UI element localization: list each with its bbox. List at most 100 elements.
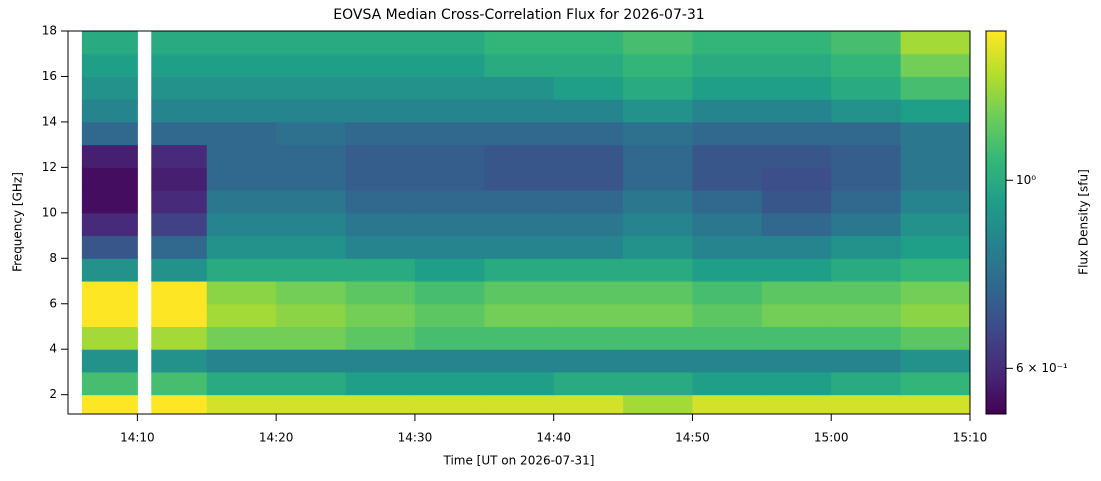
heatmap-cell <box>414 144 485 168</box>
heatmap-cell <box>623 394 693 415</box>
colorbar-segment <box>986 299 1006 303</box>
colorbar-segment <box>986 276 1006 281</box>
heatmap-cell <box>900 212 971 237</box>
colorbar-segment <box>986 190 1006 195</box>
colorbar-segment <box>986 107 1006 112</box>
heatmap-cell <box>623 167 693 191</box>
heatmap-cell <box>484 99 555 123</box>
heatmap-cell <box>276 303 347 327</box>
heatmap-cell <box>206 303 277 327</box>
heatmap-cell <box>206 349 277 373</box>
y-axis-label: Frequency [GHz] <box>11 172 25 272</box>
heatmap-cell <box>553 53 624 77</box>
y-tick-label: 10 <box>42 205 57 219</box>
colorbar-segment <box>986 353 1006 358</box>
heatmap-cell <box>831 212 902 237</box>
colorbar-tick-label: 6 × 10⁻¹ <box>1016 361 1068 375</box>
colorbar-segment <box>986 145 1006 150</box>
colorbar-segment <box>986 346 1006 351</box>
heatmap-cell <box>900 235 971 259</box>
heatmap-cell <box>345 121 416 146</box>
colorbar-label: Flux Density [sfu] <box>1077 169 1091 275</box>
colorbar-segment <box>986 152 1006 156</box>
colorbar-segment <box>986 31 1006 35</box>
heatmap-cell <box>831 190 902 214</box>
colorbar-segment <box>986 401 1006 405</box>
heatmap-cell <box>692 31 763 55</box>
colorbar-segment <box>986 174 1006 179</box>
heatmap-cell <box>81 349 138 373</box>
colorbar-segment <box>986 72 1006 77</box>
heatmap-cell <box>151 281 208 305</box>
y-tick-label: 16 <box>42 69 57 83</box>
colorbar-segment <box>986 311 1006 316</box>
heatmap-cell <box>151 258 208 282</box>
heatmap-cell <box>692 76 763 100</box>
colorbar-segment <box>986 78 1006 83</box>
heatmap-cell <box>484 349 555 373</box>
colorbar-segment <box>986 117 1006 121</box>
heatmap-cell <box>414 53 485 77</box>
colorbar-segment <box>986 289 1006 294</box>
heatmap-cell <box>151 303 208 327</box>
heatmap-cell <box>81 371 138 396</box>
heatmap-cell <box>484 235 555 259</box>
colorbar-segment <box>986 292 1006 297</box>
colorbar-segment <box>986 113 1006 118</box>
heatmap-cell <box>900 258 971 282</box>
heatmap-cell <box>345 190 416 214</box>
colorbar-segment <box>986 139 1006 144</box>
heatmap-cell <box>900 371 971 396</box>
colorbar-segment <box>986 372 1006 377</box>
heatmap-cell <box>484 212 555 237</box>
colorbar-segment <box>986 184 1006 188</box>
heatmap-cell <box>414 212 485 237</box>
colorbar-segment <box>986 251 1006 255</box>
heatmap-cell <box>831 144 902 168</box>
heatmap-cell <box>553 121 624 146</box>
colorbar-segment <box>986 34 1006 38</box>
heatmap-cell <box>276 394 347 415</box>
heatmap-cell <box>276 99 347 123</box>
heatmap-cell <box>206 394 277 415</box>
colorbar-segment <box>986 165 1006 169</box>
heatmap-cell <box>81 76 138 100</box>
heatmap-cell <box>345 394 416 415</box>
colorbar-segment <box>986 324 1006 329</box>
colorbar-segment <box>986 260 1006 265</box>
colorbar-segment <box>986 69 1006 73</box>
heatmap-cell <box>276 76 347 100</box>
heatmap-cell <box>761 190 832 214</box>
colorbar-segment <box>986 362 1006 367</box>
heatmap-cell <box>692 212 763 237</box>
colorbar-segment <box>986 136 1006 141</box>
heatmap-cell <box>761 281 832 305</box>
heatmap-cell <box>151 326 208 350</box>
heatmap-cell <box>761 303 832 327</box>
heatmap-cell <box>761 349 832 373</box>
heatmap-cell <box>151 53 208 77</box>
x-tick-label: 14:50 <box>675 431 710 445</box>
heatmap-cell <box>900 281 971 305</box>
colorbar-segment <box>986 388 1006 393</box>
x-tick-label: 15:00 <box>814 431 849 445</box>
heatmap-cell <box>623 281 693 305</box>
heatmap-cell <box>484 121 555 146</box>
heatmap-cell <box>831 394 902 415</box>
heatmap-cell <box>761 76 832 100</box>
heatmap-cell <box>345 76 416 100</box>
heatmap-cell <box>761 53 832 77</box>
heatmap-cell <box>553 349 624 373</box>
colorbar-segment <box>986 177 1006 182</box>
heatmap-cell <box>206 121 277 146</box>
heatmap-cell <box>623 144 693 168</box>
colorbar-segment <box>986 37 1006 42</box>
colorbar-segment <box>986 270 1006 275</box>
colorbar-segment <box>986 59 1006 64</box>
heatmap-cell <box>831 235 902 259</box>
colorbar-segment <box>986 334 1006 338</box>
colorbar-segment <box>986 75 1006 80</box>
heatmap-cell <box>761 144 832 168</box>
y-tick-label: 18 <box>42 24 57 38</box>
chart-title: EOVSA Median Cross-Correlation Flux for … <box>333 7 704 23</box>
